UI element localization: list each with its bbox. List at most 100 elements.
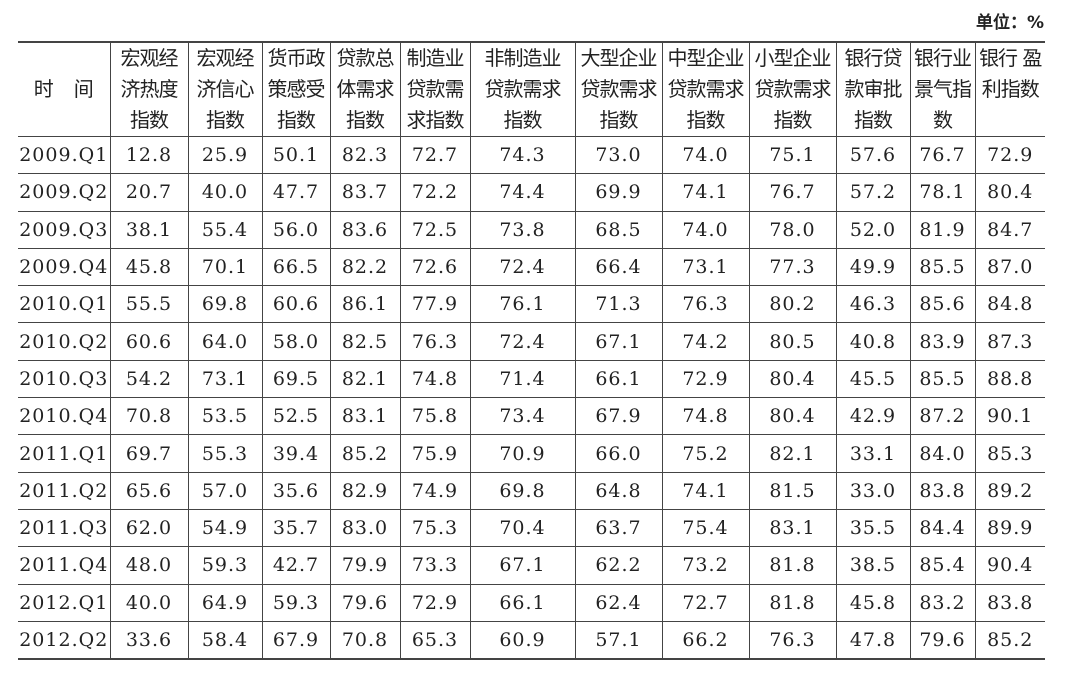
table-row: 2009.Q3 38.1 55.4 56.0 83.6 72.5 73.8 68.5 74.0 7… [18, 211, 1045, 249]
value-cell: 25.9 [187, 136, 263, 175]
value-cell: 65.3 [399, 621, 471, 661]
value-cell: 74.9 [399, 472, 471, 510]
value-cell: 69.8 [187, 285, 263, 324]
value-cell: 85.5 [909, 248, 976, 287]
value-cell: 85.2 [329, 434, 401, 473]
value-cell: 73.4 [469, 397, 576, 436]
value-cell: 83.0 [329, 509, 401, 548]
value-cell: 76.3 [748, 621, 837, 661]
table-row: 2010.Q4 70.8 53.5 52.5 83.1 75.8 73.4 67.9 74.8 8… [18, 397, 1045, 436]
value-cell: 75.4 [661, 509, 750, 548]
value-cell: 89.9 [974, 509, 1045, 548]
period-cell: 2011.Q2 [18, 472, 111, 510]
table-row: 2012.Q2 33.6 58.4 67.9 70.8 65.3 60.9 57.1 66.2 7… [18, 621, 1045, 661]
value-cell: 57.6 [835, 136, 911, 175]
column-header: 大型企业 贷款需求 指数 [574, 42, 663, 137]
column-header: 中型企业 贷款需求 指数 [661, 42, 750, 137]
table-row: 2011.Q1 69.7 55.3 39.4 85.2 75.9 70.9 66.0 75.2 8… [18, 434, 1045, 473]
value-cell: 67.9 [261, 621, 331, 661]
value-cell: 83.8 [909, 472, 976, 510]
column-header: 宏观经 济信心 指数 [187, 42, 263, 137]
value-cell: 72.7 [399, 136, 471, 175]
value-cell: 73.2 [661, 546, 750, 585]
value-cell: 40.0 [109, 584, 189, 622]
value-cell: 71.3 [574, 285, 663, 324]
value-cell: 84.4 [909, 509, 976, 548]
value-cell: 35.6 [261, 472, 331, 510]
value-cell: 67.9 [574, 397, 663, 436]
value-cell: 52.0 [835, 211, 911, 249]
value-cell: 35.7 [261, 509, 331, 548]
value-cell: 75.1 [748, 136, 837, 175]
value-cell: 75.8 [399, 397, 471, 436]
value-cell: 83.8 [974, 584, 1045, 622]
value-cell: 90.1 [974, 397, 1045, 436]
value-cell: 74.8 [399, 360, 471, 399]
value-cell: 65.6 [109, 472, 189, 510]
value-cell: 74.0 [661, 211, 750, 249]
value-cell: 82.3 [329, 136, 401, 175]
value-cell: 82.2 [329, 248, 401, 287]
value-cell: 59.3 [187, 546, 263, 585]
value-cell: 55.3 [187, 434, 263, 473]
value-cell: 74.1 [661, 472, 750, 510]
table-row: 2011.Q2 65.6 57.0 35.6 82.9 74.9 69.8 64.8 74.1 8… [18, 472, 1045, 510]
value-cell: 88.8 [974, 360, 1045, 399]
value-cell: 78.0 [748, 211, 837, 249]
value-cell: 60.6 [261, 285, 331, 324]
value-cell: 81.8 [748, 546, 837, 585]
period-cell: 2009.Q2 [18, 173, 111, 212]
value-cell: 35.5 [835, 509, 911, 548]
value-cell: 64.0 [187, 322, 263, 361]
value-cell: 66.2 [661, 621, 750, 661]
value-cell: 73.8 [469, 211, 576, 249]
value-cell: 72.5 [399, 211, 471, 249]
value-cell: 38.1 [109, 211, 189, 249]
value-cell: 66.5 [261, 248, 331, 287]
period-cell: 2010.Q4 [18, 397, 111, 436]
value-cell: 84.0 [909, 434, 976, 473]
value-cell: 74.8 [661, 397, 750, 436]
value-cell: 80.5 [748, 322, 837, 361]
value-cell: 69.7 [109, 434, 189, 473]
value-cell: 81.5 [748, 472, 837, 510]
value-cell: 77.9 [399, 285, 471, 324]
value-cell: 72.4 [469, 322, 576, 361]
value-cell: 45.8 [109, 248, 189, 287]
value-cell: 85.5 [909, 360, 976, 399]
column-header: 银行 盈 利指数 [974, 42, 1045, 137]
value-cell: 85.3 [974, 434, 1045, 473]
period-cell: 2009.Q1 [18, 136, 111, 175]
value-cell: 54.2 [109, 360, 189, 399]
value-cell: 75.9 [399, 434, 471, 473]
value-cell: 81.9 [909, 211, 976, 249]
value-cell: 62.0 [109, 509, 189, 548]
column-header: 银行贷 款审批 指数 [835, 42, 911, 137]
value-cell: 83.6 [329, 211, 401, 249]
value-cell: 75.3 [399, 509, 471, 548]
value-cell: 84.8 [974, 285, 1045, 324]
value-cell: 63.7 [574, 509, 663, 548]
value-cell: 66.1 [469, 584, 576, 622]
value-cell: 48.0 [109, 546, 189, 585]
period-cell: 2011.Q4 [18, 546, 111, 585]
value-cell: 67.1 [574, 322, 663, 361]
value-cell: 80.4 [974, 173, 1045, 212]
column-header: 货币政 策感受 指数 [261, 42, 331, 137]
value-cell: 33.1 [835, 434, 911, 473]
period-cell: 2010.Q2 [18, 322, 111, 361]
value-cell: 71.4 [469, 360, 576, 399]
value-cell: 72.9 [399, 584, 471, 622]
value-cell: 74.4 [469, 173, 576, 212]
value-cell: 64.9 [187, 584, 263, 622]
value-cell: 62.2 [574, 546, 663, 585]
table-row: 2009.Q1 12.8 25.9 50.1 82.3 72.7 74.3 73.0 74.0 7… [18, 136, 1045, 175]
column-header: 贷款总 体需求 指数 [329, 42, 401, 137]
value-cell: 85.4 [909, 546, 976, 585]
value-cell: 64.8 [574, 472, 663, 510]
period-cell: 2010.Q1 [18, 285, 111, 324]
value-cell: 59.3 [261, 584, 331, 622]
value-cell: 39.4 [261, 434, 331, 473]
value-cell: 76.3 [399, 322, 471, 361]
value-cell: 72.7 [661, 584, 750, 622]
